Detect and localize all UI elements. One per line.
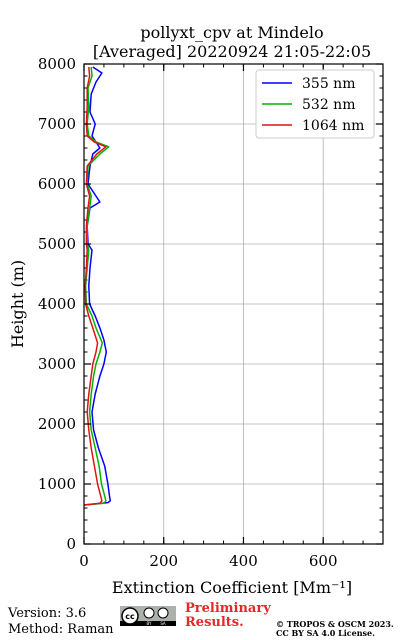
y-tick-label: 5000	[38, 235, 76, 253]
svg-text:SA: SA	[160, 621, 166, 626]
cc-by-sa-icon: cc BY SA	[120, 606, 176, 626]
x-tick-label: 400	[229, 552, 258, 570]
y-tick-label: 2000	[38, 415, 76, 433]
preliminary-line-1: Preliminary	[185, 601, 271, 616]
svg-text:BY: BY	[147, 621, 153, 626]
preliminary-line-2: Results.	[185, 615, 244, 630]
x-tick-label: 200	[149, 552, 178, 570]
x-tick-label: 0	[79, 552, 89, 570]
version-text: Version: 3.6	[8, 606, 87, 621]
x-tick-label: 600	[309, 552, 338, 570]
svg-text:cc: cc	[125, 612, 135, 621]
x-axis-label: Extinction Coefficient [Mm⁻¹]	[112, 578, 352, 597]
legend-box	[255, 69, 375, 139]
series-line-355-nm	[83, 66, 112, 506]
y-tick-label: 7000	[38, 115, 76, 133]
y-axis-label: Height (m)	[8, 260, 27, 348]
legend-label: 532 nm	[302, 97, 355, 113]
copyright-line-1: © TROPOS & OSCM 2023.	[276, 619, 394, 629]
extinction-profile-chart: pollyxt_cpv at Mindelo [Averaged] 202209…	[8, 23, 384, 597]
chart-subtitle: [Averaged] 20220924 21:05-22:05	[93, 42, 371, 61]
y-tick-label: 8000	[38, 55, 76, 73]
y-tick-label: 1000	[38, 475, 76, 493]
y-tick-label: 4000	[38, 295, 76, 313]
legend-label: 355 nm	[302, 76, 355, 92]
y-tick-label: 3000	[38, 355, 76, 373]
method-text: Method: Raman	[8, 622, 114, 637]
copyright-line-2: CC BY SA 4.0 License.	[276, 628, 375, 638]
y-tick-label: 0	[66, 535, 76, 553]
y-tick-label: 6000	[38, 175, 76, 193]
copyright-notice: © TROPOS & OSCM 2023. CC BY SA 4.0 Licen…	[276, 620, 394, 638]
chart-title: pollyxt_cpv at Mindelo	[140, 23, 323, 42]
preliminary-results-notice: Preliminary Results.	[185, 602, 271, 630]
series-line-1064-nm	[83, 66, 107, 506]
legend-label: 1064 nm	[302, 118, 364, 134]
